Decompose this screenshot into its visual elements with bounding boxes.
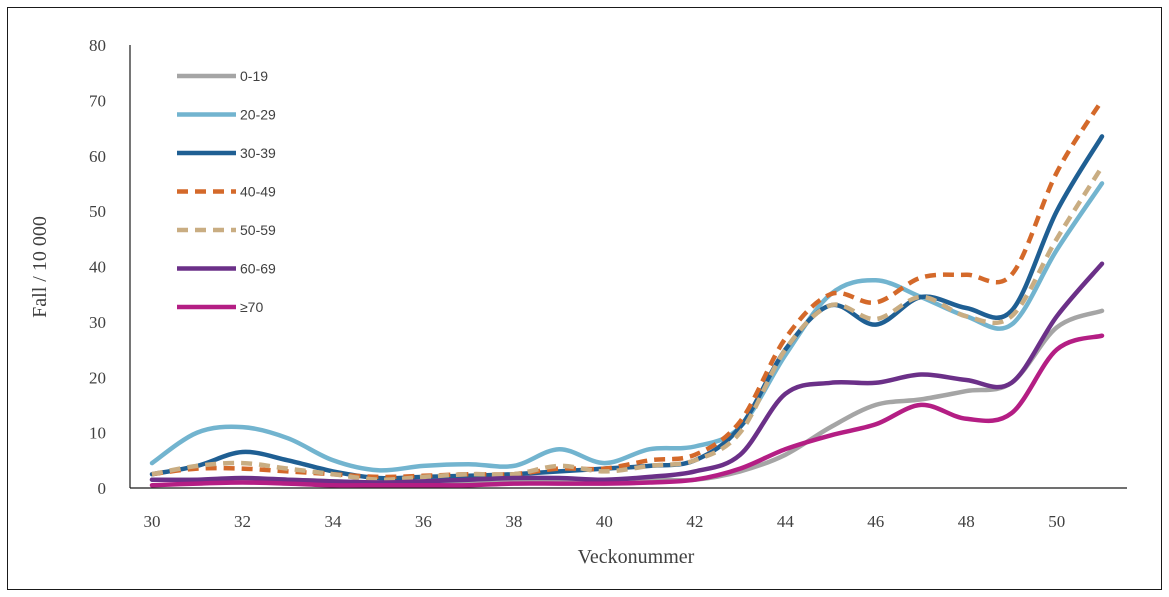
x-axis-title: Veckonummer bbox=[578, 546, 695, 568]
series-line bbox=[149, 134, 1105, 481]
legend-label: 50-59 bbox=[240, 222, 276, 238]
series-line bbox=[149, 333, 1105, 488]
y-tick-label: 20 bbox=[89, 368, 106, 387]
axes bbox=[129, 45, 1127, 489]
x-tick-label: 38 bbox=[505, 512, 522, 531]
series-lines bbox=[149, 99, 1105, 488]
series-line bbox=[151, 99, 1104, 480]
y-tick-label: 40 bbox=[89, 258, 106, 277]
x-tick-labels: 30 32 34 36 38 40 42 44 46 48 50 bbox=[144, 512, 1066, 531]
series-line bbox=[151, 165, 1104, 483]
x-tick-label: 30 bbox=[144, 512, 161, 531]
legend-label: 0-19 bbox=[240, 68, 268, 84]
legend-label: 40-49 bbox=[240, 184, 276, 200]
y-tick-label: 30 bbox=[89, 313, 106, 332]
y-tick-label: 80 bbox=[89, 36, 106, 55]
x-tick-label: 42 bbox=[686, 512, 703, 531]
x-tick-label: 48 bbox=[958, 512, 975, 531]
legend-label: 60-69 bbox=[240, 261, 276, 277]
y-tick-label: 0 bbox=[98, 479, 107, 498]
x-tick-label: 34 bbox=[324, 512, 342, 531]
y-axis-title: Fall / 10 000 bbox=[29, 216, 51, 318]
series-line bbox=[149, 261, 1105, 485]
chart-frame bbox=[7, 7, 1162, 590]
y-tick-label: 60 bbox=[89, 147, 106, 166]
y-tick-label: 70 bbox=[89, 91, 106, 110]
x-tick-label: 32 bbox=[234, 512, 251, 531]
x-tick-label: 40 bbox=[596, 512, 613, 531]
legend: 0-19 20-29 30-39 40-49 50-59 60-69 ≥70 bbox=[177, 68, 276, 315]
series-line bbox=[149, 181, 1105, 473]
legend-label: 20-29 bbox=[240, 107, 276, 123]
x-tick-label: 50 bbox=[1048, 512, 1065, 531]
y-tick-label: 50 bbox=[89, 202, 106, 221]
y-tick-label: 10 bbox=[89, 424, 106, 443]
legend-label: ≥70 bbox=[240, 299, 263, 315]
x-tick-label: 36 bbox=[415, 512, 432, 531]
y-tick-labels: 0 10 20 30 40 50 60 70 80 bbox=[89, 36, 106, 498]
legend-label: 30-39 bbox=[240, 145, 276, 161]
x-tick-label: 46 bbox=[867, 512, 884, 531]
x-tick-label: 44 bbox=[777, 512, 795, 531]
